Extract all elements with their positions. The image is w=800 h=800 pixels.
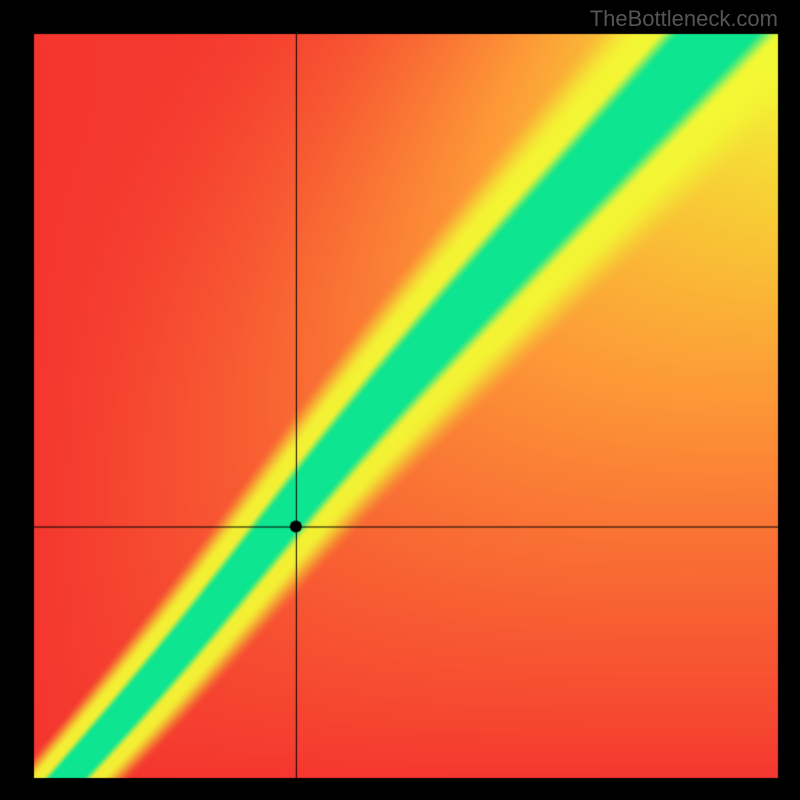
bottleneck-heatmap: [0, 0, 800, 800]
